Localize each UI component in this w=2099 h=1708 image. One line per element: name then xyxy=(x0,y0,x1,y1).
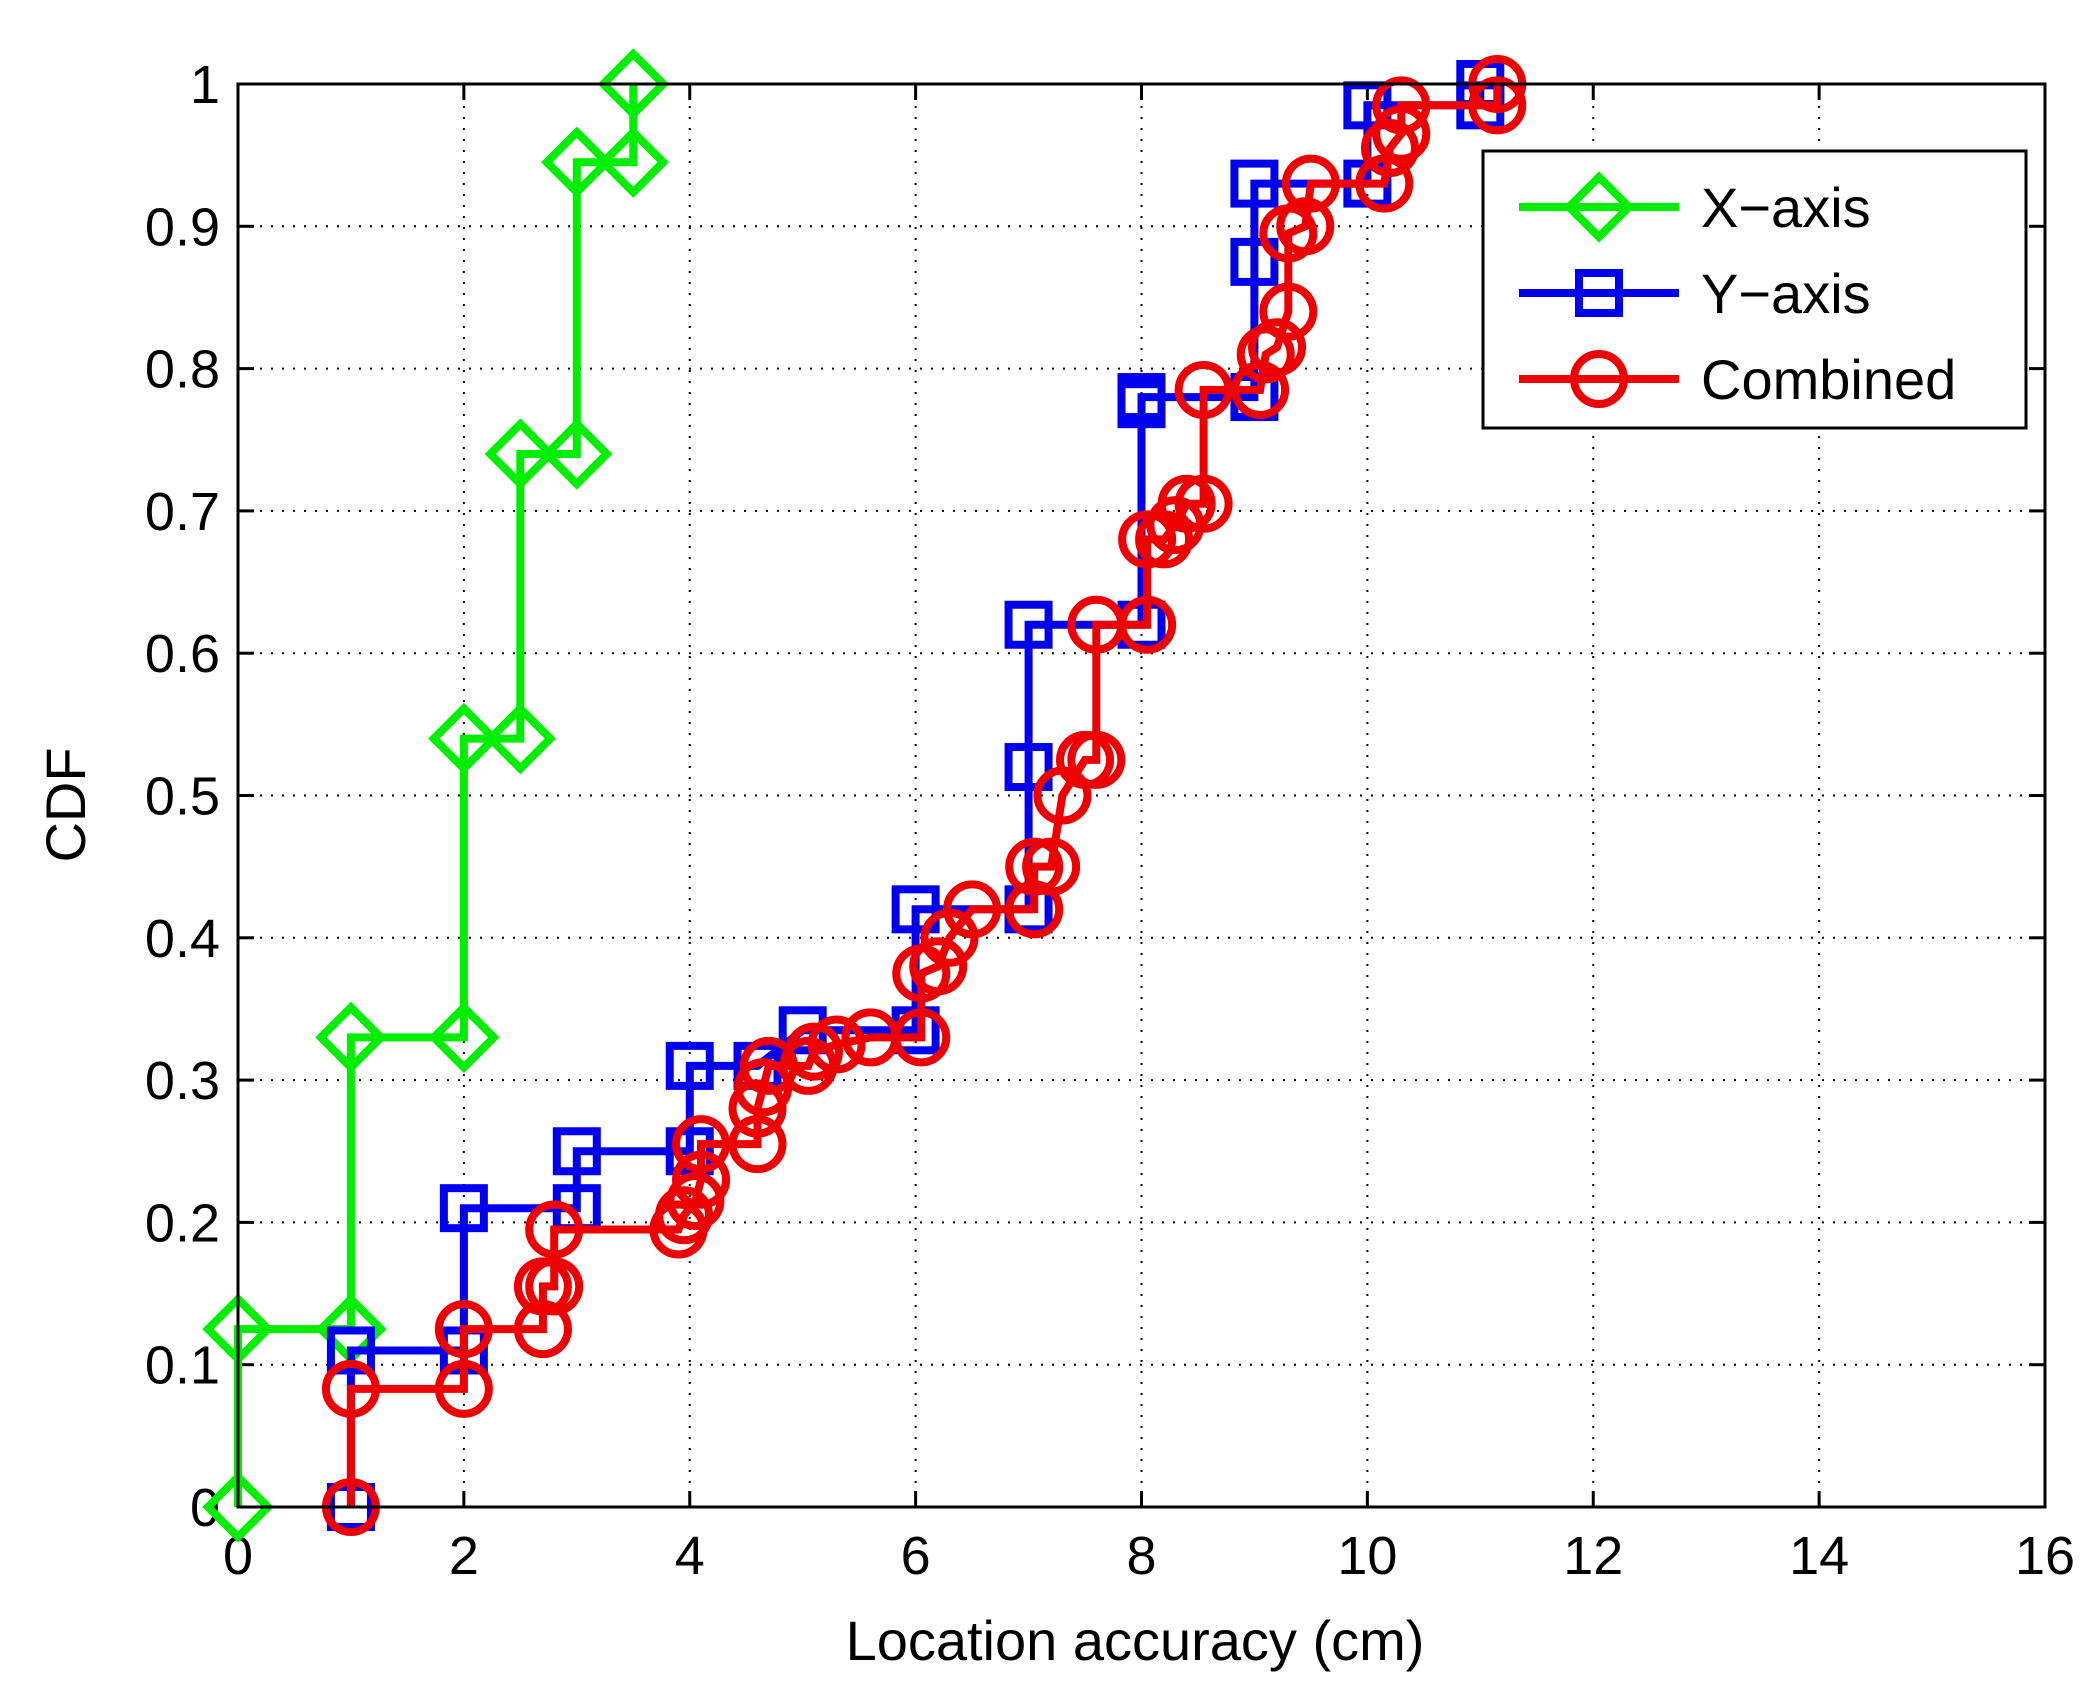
data-point-square xyxy=(1117,373,1166,422)
data-point-square xyxy=(665,1041,714,1090)
data-point-circle xyxy=(943,880,1002,939)
data-point-square xyxy=(1004,600,1053,649)
legend-label: Combined xyxy=(1701,348,1956,411)
y-tick-label: 0.9 xyxy=(145,197,220,257)
y-tick-label: 0.2 xyxy=(145,1193,220,1253)
x-tick-label: 8 xyxy=(1126,1526,1156,1586)
data-point-circle xyxy=(1360,119,1419,178)
series-circle xyxy=(321,55,1527,1536)
y-tick-label: 0.7 xyxy=(145,482,220,542)
data-point-circle xyxy=(1022,837,1081,896)
data-point-circle xyxy=(892,1008,951,1067)
data-point-circle xyxy=(728,1115,787,1174)
data-point-square xyxy=(891,885,940,934)
data-point-diamond xyxy=(428,1001,500,1074)
x-tick-label: 6 xyxy=(901,1526,931,1586)
data-point-circle xyxy=(1372,104,1431,163)
data-point-square xyxy=(439,1184,488,1233)
data-point-circle xyxy=(321,1359,380,1418)
data-point-circle xyxy=(525,1200,584,1259)
x-tick-label: 14 xyxy=(1789,1526,1849,1586)
data-point-circle xyxy=(1174,360,1233,419)
data-point-circle xyxy=(807,1015,866,1074)
y-tick-label: 0.3 xyxy=(145,1051,220,1111)
data-point-circle xyxy=(1259,282,1318,341)
data-point-circle xyxy=(672,1150,731,1209)
x-tick-label: 4 xyxy=(675,1526,705,1586)
data-point-diamond xyxy=(597,126,669,198)
data-point-diamond xyxy=(428,702,500,775)
data-point-square xyxy=(1004,743,1053,792)
data-point-circle xyxy=(434,1300,493,1359)
legend-marker-square xyxy=(1575,269,1623,317)
data-point-circle xyxy=(434,1359,493,1418)
data-point-diamond xyxy=(315,1001,387,1074)
data-point-circle xyxy=(1248,318,1307,377)
data-point-circle xyxy=(655,1186,714,1245)
axes: 0 2 4 6 8 10 12 14 1600.10.20.30.40.50.60.70.80.… xyxy=(145,55,2075,1586)
data-point-diamond xyxy=(202,1471,274,1543)
data-point-diamond xyxy=(484,702,557,775)
x-tick-label: 16 xyxy=(2015,1526,2075,1586)
y-tick-label: 0.8 xyxy=(145,340,220,400)
data-point-circle xyxy=(672,1115,731,1174)
data-point-diamond xyxy=(597,48,669,120)
x-tick-label: 2 xyxy=(449,1526,479,1586)
data-point-circle xyxy=(909,937,968,996)
data-point-circle xyxy=(513,1300,572,1359)
data-point-diamond xyxy=(541,126,613,198)
data-point-circle xyxy=(1118,510,1177,569)
x-axis-title: Location accuracy (cm) xyxy=(846,1609,1425,1672)
data-point-square xyxy=(1230,237,1279,286)
data-point-circle xyxy=(1118,595,1177,654)
y-tick-label: 0.6 xyxy=(145,624,220,684)
data-point-circle xyxy=(1355,154,1414,213)
y-axis-title: CDF xyxy=(34,747,97,862)
x-tick-label: 12 xyxy=(1563,1526,1623,1586)
legend-label: Y−axis xyxy=(1701,262,1871,325)
data-point-circle xyxy=(1067,730,1126,789)
legend-label: X−axis xyxy=(1701,176,1871,239)
data-point-square xyxy=(552,1127,601,1176)
data-point-circle xyxy=(1276,197,1335,256)
plot-frame xyxy=(236,82,2047,1509)
data-point-square xyxy=(326,1326,375,1375)
data-point-diamond xyxy=(541,418,613,490)
plot-border xyxy=(236,82,2047,1509)
data-point-circle xyxy=(1468,76,1527,135)
y-tick-label: 0.4 xyxy=(145,909,220,969)
y-tick-label: 0.5 xyxy=(145,767,220,827)
data-point-square xyxy=(665,1127,714,1176)
data-point-circle xyxy=(525,1257,584,1316)
data-point-circle xyxy=(1005,837,1064,896)
data-point-square xyxy=(1230,159,1279,208)
x-tick-label: 10 xyxy=(1337,1526,1397,1586)
legend: X−axis Y−axis Combined xyxy=(1481,149,2028,430)
legend-marker-circle xyxy=(1570,350,1628,408)
legend-marker-diamond xyxy=(1563,171,1635,243)
data-point-circle xyxy=(1174,474,1233,533)
y-tick-label: 0.1 xyxy=(145,1336,220,1396)
data-point-circle xyxy=(1372,76,1431,135)
data-point-circle xyxy=(1157,474,1216,533)
series-group xyxy=(202,48,1527,1543)
y-tick-label: 1 xyxy=(190,55,220,115)
data-point-circle xyxy=(1281,154,1340,213)
data-point-diamond xyxy=(484,418,557,490)
